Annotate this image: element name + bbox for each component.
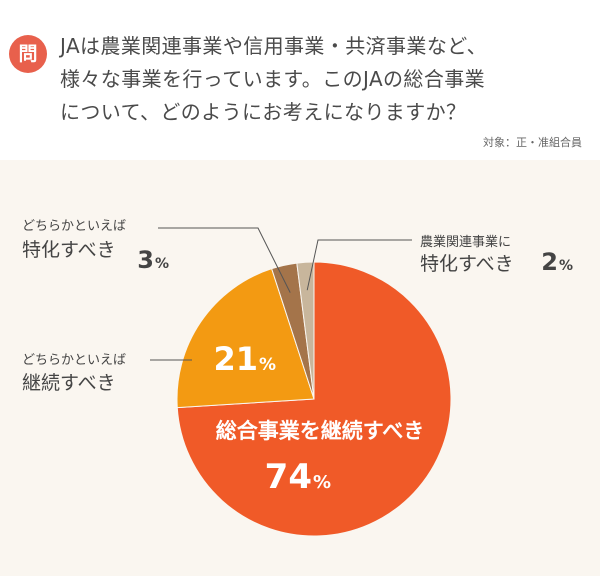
value-number: 74 xyxy=(265,457,312,497)
question-line: 様々な事業を行っています。このJAの総合事業 xyxy=(60,67,486,91)
value-unit: % xyxy=(259,355,276,375)
label-line: 継続すべき xyxy=(22,372,116,394)
value-unit: % xyxy=(155,256,169,272)
label-line: 農業関連事業に xyxy=(420,234,511,250)
label-line: どちらかといえば xyxy=(22,219,126,234)
label-line: 特化すべき xyxy=(22,239,116,261)
outside-label-rather-continue: どちらかといえば 継続すべき xyxy=(22,353,126,394)
survey-target: 対象：正・准組合員 xyxy=(483,136,582,149)
question-line: JAは農業関連事業や信用事業・共済事業など、 xyxy=(60,34,488,58)
leader-line-rather-specialize xyxy=(158,227,291,293)
chart-area: 総合事業を継続すべき 74 % 21 % どちらかといえば 継続すべき どちらか… xyxy=(0,160,600,576)
question-badge: 問 xyxy=(9,35,47,73)
label-line: 特化すべき xyxy=(420,253,514,275)
value-unit: % xyxy=(313,472,331,493)
outside-label-specialize: 農業関連事業に 特化すべき 2 % xyxy=(420,234,573,276)
question-text: JAは農業関連事業や信用事業・共済事業など、 様々な事業を行っています。このJA… xyxy=(60,30,580,129)
slice-label-total: 総合事業を継続すべき xyxy=(216,419,425,443)
value-number: 3 xyxy=(137,246,154,274)
value-unit: % xyxy=(559,258,573,274)
value-number: 2 xyxy=(541,248,558,276)
outside-label-rather-specialize: どちらかといえば 特化すべき 3 % xyxy=(22,219,169,274)
leader-line-specialize xyxy=(306,239,412,291)
pie-chart: 総合事業を継続すべき 74 % 21 % どちらかといえば 継続すべき どちらか… xyxy=(22,219,573,537)
question-header: 問 JAは農業関連事業や信用事業・共済事業など、 様々な事業を行っています。この… xyxy=(0,0,600,160)
slice-value-total: 74 % xyxy=(265,457,331,497)
question-line: について、どのようにお考えになりますか？ xyxy=(60,100,467,124)
slice-value-rather-continue: 21 % xyxy=(213,340,276,378)
pie-slice-rather-continue xyxy=(176,268,315,409)
value-number: 21 xyxy=(213,340,258,378)
pie-slices xyxy=(176,261,452,537)
leader-lines xyxy=(150,227,412,361)
pie-slice-specialize xyxy=(296,261,315,400)
label-line: どちらかといえば xyxy=(22,353,126,368)
